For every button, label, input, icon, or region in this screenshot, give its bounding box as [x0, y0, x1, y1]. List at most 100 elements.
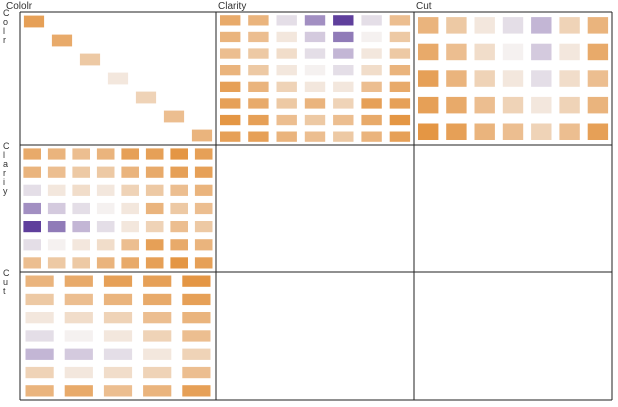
mosaic-tile — [182, 312, 211, 324]
mosaic-tile — [182, 348, 211, 360]
mosaic-tile — [23, 221, 41, 233]
mosaic-tile — [25, 330, 54, 342]
mosaic-tile — [304, 15, 326, 26]
mosaic-tile — [559, 96, 580, 114]
mosaic-tile — [103, 366, 133, 379]
mosaic-tile — [248, 48, 269, 59]
mosaic-tile — [304, 131, 326, 142]
mosaic-tile — [418, 123, 439, 140]
mosaic-tile — [474, 17, 495, 34]
mosaic-tile — [107, 72, 129, 85]
mosaic-tile — [304, 81, 326, 92]
mosaic-tile — [143, 312, 172, 324]
mosaic-tile — [47, 148, 66, 160]
mosaic-tile — [51, 34, 73, 47]
mosaic-tile — [276, 15, 297, 26]
mosaic-tile — [220, 98, 241, 109]
mosaic-tile — [333, 131, 354, 142]
mosaic-tile — [389, 114, 411, 126]
mosaic-tile — [47, 257, 66, 269]
mosaic-tile — [276, 131, 297, 142]
mosaic-tile — [361, 65, 382, 76]
mosaic-tile — [361, 131, 382, 142]
mosaic-tile — [143, 366, 172, 379]
mosaic-tile — [170, 239, 188, 251]
mosaic-tile — [121, 202, 139, 215]
mosaic-tile — [72, 148, 90, 160]
mosaic-tile — [191, 129, 213, 142]
mosaic-tile — [502, 43, 524, 61]
mosaic-tile — [389, 81, 411, 92]
mosaic-tile — [474, 43, 495, 61]
mosaic-tile — [220, 114, 241, 126]
mosaic-tile — [143, 385, 172, 397]
mosaic-tile — [446, 17, 467, 34]
mosaic-tile — [361, 98, 382, 109]
mosaic-tile — [276, 65, 297, 76]
mosaic-tile — [194, 148, 213, 160]
mosaic-tile — [194, 221, 213, 233]
mosaic-tile — [145, 202, 164, 215]
mosaic-tile — [145, 221, 164, 233]
mosaic-tile — [103, 330, 133, 342]
mosaic-tile — [170, 202, 188, 215]
mosaic-tile — [531, 123, 552, 140]
mosaic-tile — [587, 96, 609, 114]
mosaic-tile — [389, 15, 411, 26]
mosaic-tile — [182, 293, 211, 306]
mosaic-tile — [64, 275, 93, 287]
mosaic-tile — [559, 17, 580, 34]
mosaic-tile — [72, 221, 90, 233]
mosaic-tile — [304, 114, 326, 126]
mosaic-tile — [418, 70, 439, 87]
mosaic-tile — [79, 53, 101, 66]
mosaic-tile — [72, 202, 90, 215]
mosaic-tile — [96, 202, 115, 215]
mosaic-tile — [531, 17, 552, 34]
mosaic-tile — [145, 166, 164, 178]
panel-frame — [19, 11, 613, 401]
mosaic-tile — [531, 70, 552, 87]
mosaic-tile — [64, 385, 93, 397]
mosaic-tile — [276, 114, 297, 126]
mosaic-tile — [121, 239, 139, 251]
mosaic-tile — [182, 385, 211, 397]
mosaic-tile — [170, 166, 188, 178]
mosaic-tile — [121, 221, 139, 233]
mosaic-tile — [72, 257, 90, 269]
mosaic-tile — [587, 123, 609, 140]
mosaic-tile — [103, 348, 133, 360]
mosaic-tile — [25, 312, 54, 324]
mosaic-tile — [587, 17, 609, 34]
mosaic-tile — [47, 184, 66, 196]
mosaic-tile — [446, 43, 467, 61]
mosaic-tile — [23, 239, 41, 251]
mosaic-tile — [559, 43, 580, 61]
mosaic-tile — [121, 166, 139, 178]
mosaic-tile — [182, 275, 211, 287]
mosaic-tile — [248, 15, 269, 26]
mosaic-tile — [446, 70, 467, 87]
mosaic-tile — [47, 166, 66, 178]
mosaic-tile — [145, 148, 164, 160]
label-layer: Cololr Clarity Cut C o l r C l a r i y C u t — [3, 1, 432, 296]
mosaic-tile — [182, 330, 211, 342]
mosaic-tile — [248, 131, 269, 142]
mosaic-tile — [121, 257, 139, 269]
mosaic-tile — [418, 17, 439, 34]
mosaic-tile — [103, 312, 133, 324]
mosaic-tile — [103, 293, 133, 306]
mosaic-tile — [72, 239, 90, 251]
mosaic-tile — [333, 31, 354, 43]
mosaic-tile — [474, 123, 495, 140]
mosaic-tile — [474, 96, 495, 114]
mosaic-tile — [304, 48, 326, 59]
mosaic-tile — [248, 31, 269, 43]
mosaic-tile — [276, 31, 297, 43]
mosaic-tile — [276, 48, 297, 59]
mosaic-tile — [96, 148, 115, 160]
mosaic-tile — [96, 257, 115, 269]
mosaic-tile — [121, 148, 139, 160]
mosaic-tile — [531, 96, 552, 114]
